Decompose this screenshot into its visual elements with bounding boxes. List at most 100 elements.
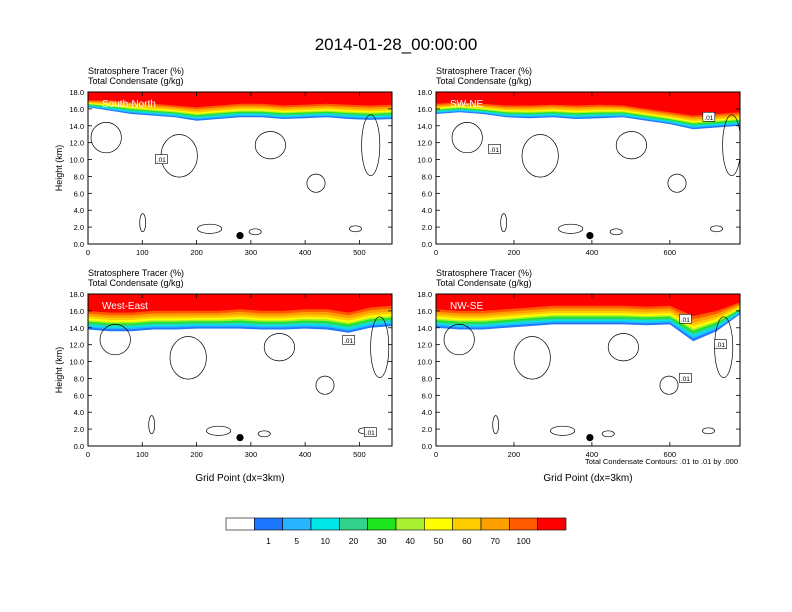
x-tick-label: 200 bbox=[190, 450, 203, 459]
contour-5 bbox=[197, 223, 223, 234]
panel-title-condensate: Total Condensate (g/kg) bbox=[436, 278, 532, 288]
colorbar-swatch bbox=[225, 517, 255, 531]
contour-2 bbox=[254, 131, 286, 160]
x-axis-label: Grid Point (dx=3km) bbox=[195, 473, 284, 484]
colorbar-label: 10 bbox=[320, 536, 330, 546]
colorbar-swatch bbox=[310, 517, 340, 531]
y-tick-label: 14.0 bbox=[417, 122, 432, 131]
contour-label: .01 bbox=[681, 317, 690, 324]
contour-7 bbox=[349, 225, 362, 233]
y-tick-label: 2.0 bbox=[422, 223, 432, 232]
panel-south-north: .01 South-North Stratosphere Tracer (%)Tot… bbox=[54, 66, 393, 257]
x-tick-label: 200 bbox=[508, 248, 521, 257]
contour-6 bbox=[248, 228, 262, 236]
y-tick-label: 4.0 bbox=[422, 206, 432, 215]
y-tick-label: 18.0 bbox=[417, 290, 432, 299]
plot-frame bbox=[435, 91, 741, 245]
x-tick-label: 200 bbox=[508, 450, 521, 459]
colorbar-swatch bbox=[339, 517, 368, 531]
contour-label-box bbox=[342, 335, 355, 345]
contour-0 bbox=[99, 324, 131, 356]
panel-title-tracer: Stratosphere Tracer (%) bbox=[88, 268, 184, 278]
x-tick-label: 400 bbox=[586, 450, 599, 459]
contour-4 bbox=[500, 213, 508, 233]
contour-label-box bbox=[488, 144, 501, 154]
x-tick-label: 0 bbox=[86, 248, 90, 257]
colorbar-label: 1 bbox=[266, 536, 271, 546]
y-axis-label: Height (km) bbox=[54, 145, 64, 192]
y-tick-label: 10.0 bbox=[417, 358, 432, 367]
colorbar-swatch bbox=[480, 517, 510, 531]
y-tick-label: 8.0 bbox=[74, 172, 84, 181]
tracer-band-10 bbox=[436, 294, 740, 316]
contour-3 bbox=[667, 173, 687, 193]
contour-0 bbox=[90, 122, 122, 154]
y-tick-label: 0.0 bbox=[74, 442, 84, 451]
contour-4 bbox=[148, 415, 156, 435]
contour-3 bbox=[306, 173, 326, 193]
tracer-fill bbox=[436, 92, 740, 130]
y-tick-label: 4.0 bbox=[74, 206, 84, 215]
colorbar-label: 20 bbox=[349, 536, 359, 546]
contour-2 bbox=[615, 131, 647, 160]
contour-8 bbox=[370, 316, 390, 378]
condensate-contours bbox=[451, 114, 740, 236]
y-tick-label: 10.0 bbox=[69, 358, 84, 367]
panel-title-tracer: Stratosphere Tracer (%) bbox=[436, 66, 532, 76]
y-tick-label: 6.0 bbox=[422, 189, 432, 198]
contour-2 bbox=[607, 333, 639, 362]
y-tick-label: 18.0 bbox=[417, 88, 432, 97]
contour-5 bbox=[550, 425, 576, 436]
contour-6 bbox=[609, 228, 623, 236]
contour-1 bbox=[521, 134, 559, 178]
panel-label: NW-SE bbox=[450, 301, 483, 312]
contour-5 bbox=[558, 223, 584, 234]
y-tick-label: 14.0 bbox=[417, 324, 432, 333]
x-tick-label: 0 bbox=[86, 450, 90, 459]
panel-title-tracer: Stratosphere Tracer (%) bbox=[436, 268, 532, 278]
y-tick-label: 6.0 bbox=[74, 391, 84, 400]
contour-label-box bbox=[679, 313, 692, 324]
panel-title-condensate: Total Condensate (g/kg) bbox=[88, 76, 184, 86]
x-tick-label: 300 bbox=[245, 450, 258, 459]
y-tick-label: 10.0 bbox=[69, 156, 84, 165]
colorbar-label: 100 bbox=[516, 536, 530, 546]
contour-label-box bbox=[702, 112, 716, 122]
panel-west-east: .01 .01 West-East Stratosphere Tracer (%)To… bbox=[54, 268, 393, 484]
panel-label: South-North bbox=[102, 99, 156, 110]
contour-7 bbox=[710, 225, 723, 233]
tracer-fill bbox=[88, 92, 392, 121]
location-marker bbox=[586, 232, 594, 240]
y-tick-label: 2.0 bbox=[74, 425, 84, 434]
x-tick-label: 600 bbox=[664, 248, 677, 257]
y-axis-label: Height (km) bbox=[54, 347, 64, 394]
x-tick-label: 100 bbox=[136, 248, 149, 257]
colorbar-label: 50 bbox=[434, 536, 444, 546]
y-tick-label: 18.0 bbox=[69, 88, 84, 97]
tracer-band-10 bbox=[88, 294, 392, 313]
y-tick-label: 8.0 bbox=[422, 374, 432, 383]
y-tick-label: 8.0 bbox=[74, 374, 84, 383]
y-tick-label: 16.0 bbox=[417, 105, 432, 114]
contour-5 bbox=[206, 425, 232, 436]
contour-4 bbox=[139, 213, 147, 233]
x-tick-label: 100 bbox=[136, 450, 149, 459]
x-tick-label: 400 bbox=[299, 450, 312, 459]
plot-frame bbox=[435, 293, 741, 447]
x-tick-label: 300 bbox=[245, 248, 258, 257]
y-tick-label: 6.0 bbox=[74, 189, 84, 198]
colorbar-label: 70 bbox=[490, 536, 500, 546]
contour-2 bbox=[263, 333, 295, 362]
panel-title-condensate: Total Condensate (g/kg) bbox=[436, 76, 532, 86]
colorbar-swatch bbox=[254, 517, 283, 531]
tracer-band-10 bbox=[88, 92, 392, 108]
contour-8 bbox=[361, 114, 381, 176]
contour-label: .01 bbox=[490, 147, 499, 154]
contour-label: .01 bbox=[157, 157, 166, 164]
contour-6 bbox=[257, 430, 271, 438]
location-marker bbox=[586, 434, 594, 442]
panel-label: SW-NE bbox=[450, 99, 483, 110]
y-tick-label: 18.0 bbox=[69, 290, 84, 299]
